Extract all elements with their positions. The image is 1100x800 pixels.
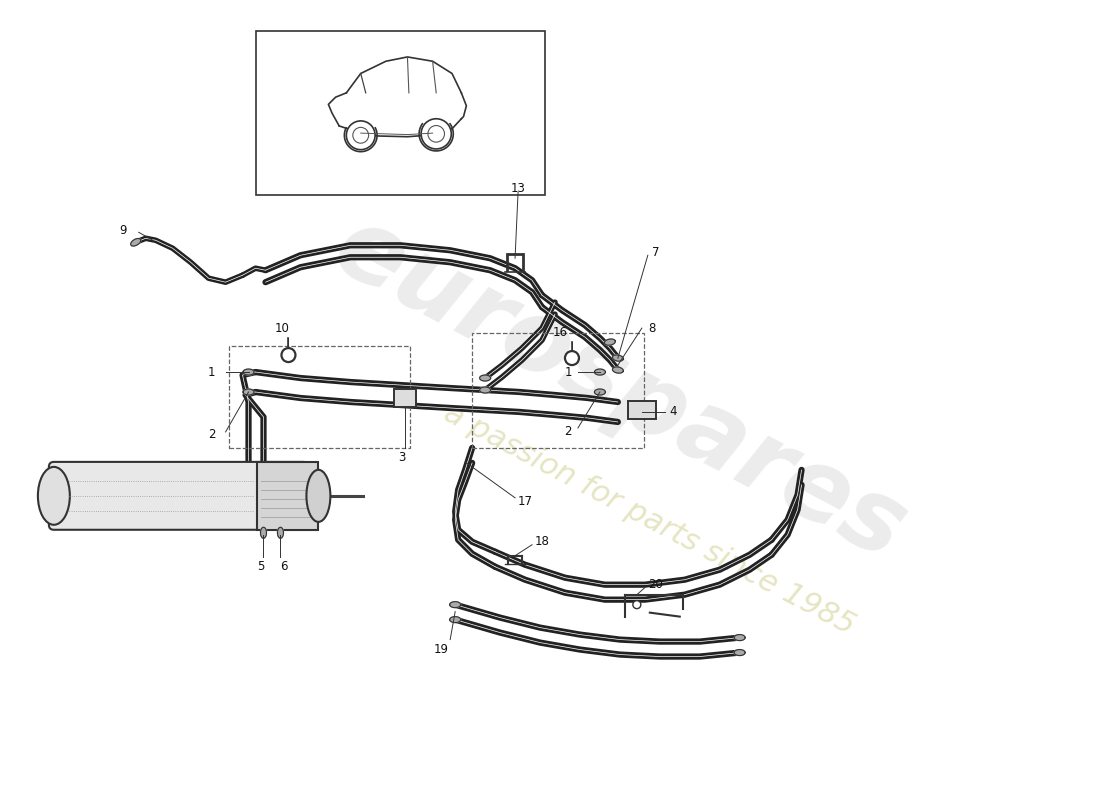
Polygon shape xyxy=(131,238,141,246)
Polygon shape xyxy=(243,389,254,395)
Circle shape xyxy=(632,601,641,609)
FancyBboxPatch shape xyxy=(48,462,308,530)
Text: 9: 9 xyxy=(119,224,126,237)
Polygon shape xyxy=(277,527,284,538)
Bar xyxy=(229,346,410,448)
Polygon shape xyxy=(594,389,605,395)
Polygon shape xyxy=(605,339,615,345)
Text: 13: 13 xyxy=(510,182,526,195)
Polygon shape xyxy=(613,355,624,361)
Text: 10: 10 xyxy=(275,322,290,334)
Polygon shape xyxy=(480,375,491,381)
Polygon shape xyxy=(613,367,624,373)
Text: 18: 18 xyxy=(535,535,550,548)
Text: 7: 7 xyxy=(652,246,659,258)
Text: 2: 2 xyxy=(208,429,216,442)
Text: 2: 2 xyxy=(564,426,572,438)
Polygon shape xyxy=(243,369,254,375)
Polygon shape xyxy=(734,634,745,641)
Circle shape xyxy=(565,351,579,365)
Text: 1: 1 xyxy=(208,366,216,378)
Text: 19: 19 xyxy=(433,643,448,656)
Circle shape xyxy=(353,127,369,143)
Bar xyxy=(394,389,416,407)
Text: 20: 20 xyxy=(648,578,662,591)
Polygon shape xyxy=(450,617,461,622)
Circle shape xyxy=(421,118,451,149)
Text: 16: 16 xyxy=(553,326,568,338)
Polygon shape xyxy=(450,602,461,608)
Bar xyxy=(255,30,544,195)
Polygon shape xyxy=(261,527,266,538)
Ellipse shape xyxy=(307,470,330,522)
Polygon shape xyxy=(734,650,745,655)
Text: 3: 3 xyxy=(398,451,406,464)
Bar xyxy=(256,462,318,530)
Polygon shape xyxy=(480,387,491,393)
Text: eurospares: eurospares xyxy=(318,198,922,582)
Text: 8: 8 xyxy=(648,322,656,334)
Text: 1: 1 xyxy=(564,366,572,378)
Bar xyxy=(628,401,656,419)
Ellipse shape xyxy=(37,467,69,525)
Circle shape xyxy=(428,126,444,142)
Text: 6: 6 xyxy=(279,560,287,574)
Text: 4: 4 xyxy=(670,406,678,418)
Polygon shape xyxy=(594,369,605,375)
Text: 5: 5 xyxy=(256,560,264,574)
Text: a passion for parts since 1985: a passion for parts since 1985 xyxy=(440,398,860,641)
Bar xyxy=(472,333,644,448)
Text: 17: 17 xyxy=(518,495,534,508)
Circle shape xyxy=(346,121,375,150)
Circle shape xyxy=(282,348,296,362)
